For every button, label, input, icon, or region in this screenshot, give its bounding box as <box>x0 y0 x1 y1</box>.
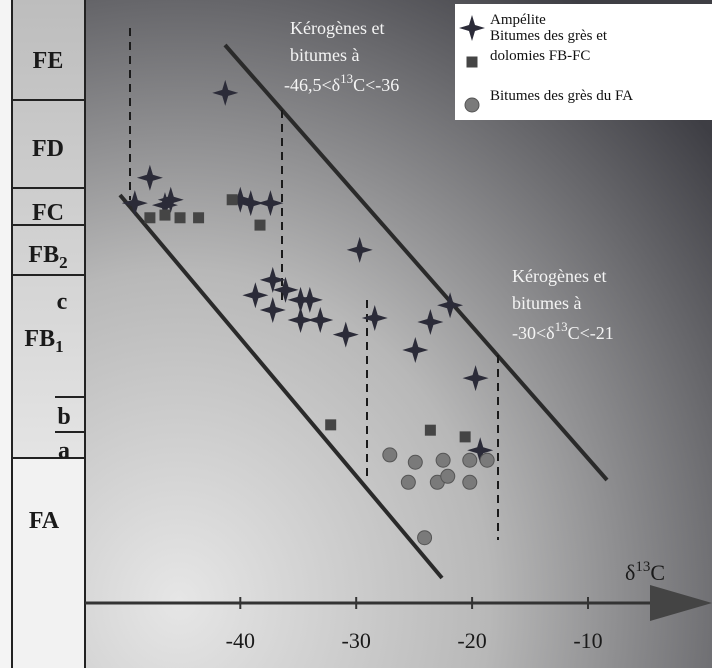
point <box>227 186 254 213</box>
column-background <box>12 458 85 668</box>
column-label: b <box>57 404 70 430</box>
column-label: FE <box>33 48 64 74</box>
point <box>254 219 266 231</box>
point <box>226 194 238 206</box>
annotation-text: C<-21 <box>568 323 614 343</box>
annotation: -46,5<δ13C<-36 <box>284 71 399 95</box>
point <box>257 190 284 217</box>
column-label-text: FD <box>32 136 64 162</box>
point <box>382 447 398 463</box>
point <box>174 212 186 224</box>
annotation: bitumes à <box>512 293 582 313</box>
point <box>467 437 494 464</box>
annotation: Kérogènes et <box>512 266 606 286</box>
point <box>159 209 171 221</box>
point <box>361 304 388 331</box>
band-lines <box>118 43 609 580</box>
point <box>325 419 337 431</box>
point <box>212 79 239 106</box>
column-label-text: FB <box>24 326 55 352</box>
dashed-limits <box>129 28 499 540</box>
column-label-text: FA <box>29 508 60 534</box>
annotation: -30<δ13C<-21 <box>512 319 614 343</box>
legend-marker <box>466 56 478 68</box>
legend-marker <box>464 97 480 113</box>
point <box>242 282 269 309</box>
legend-box <box>455 4 712 120</box>
column-label-text: b <box>57 404 70 430</box>
column-label-sub: 2 <box>59 253 68 272</box>
point <box>237 190 264 217</box>
point <box>272 276 299 303</box>
point <box>346 236 373 263</box>
annotation-text: -46,5<δ <box>284 75 340 95</box>
legend-label: Ampélite <box>490 12 546 28</box>
point <box>307 306 334 333</box>
column-label-text: a <box>58 438 70 464</box>
point <box>417 308 444 335</box>
point <box>151 192 178 219</box>
x-tick-label: -10 <box>573 628 602 653</box>
marks <box>121 15 495 546</box>
column-label: FA <box>29 508 60 534</box>
column-label: FB1 <box>24 326 63 356</box>
annotation: Kérogènes et <box>290 18 384 38</box>
legend-label: Bitumes des grès du FA <box>490 88 633 104</box>
point <box>193 212 205 224</box>
point <box>479 452 495 468</box>
column-label-text: c <box>57 289 68 315</box>
point <box>437 292 464 319</box>
point <box>144 212 156 224</box>
annotation-sup: 13 <box>340 71 353 86</box>
legend-label-line: dolomies FB-FC <box>490 48 590 64</box>
column-label: FD <box>32 136 64 162</box>
x-tick-label: -20 <box>457 628 486 653</box>
x-tick-label: -40 <box>226 628 255 653</box>
annotation-text: -30<δ <box>512 323 555 343</box>
x-axis-label: δ13C <box>625 559 665 585</box>
point <box>435 452 451 468</box>
legend-marker <box>459 15 485 41</box>
point <box>259 296 286 323</box>
column-label-sub: 1 <box>55 337 64 356</box>
point <box>121 190 148 217</box>
point <box>332 321 359 348</box>
legend-label: Bitumes des grès et dolomies FB-FC <box>490 28 608 64</box>
column-label-text: FC <box>32 200 64 226</box>
annotation-text: C<-36 <box>353 75 399 95</box>
point <box>417 530 433 546</box>
column-label: FB2 <box>28 242 67 272</box>
point <box>157 186 184 213</box>
point <box>296 286 323 313</box>
point <box>462 452 478 468</box>
point <box>402 337 429 364</box>
point <box>400 474 416 490</box>
column-label-text: FB <box>28 242 59 268</box>
x-axis <box>85 585 712 621</box>
legend-label-line: Bitumes des grès et <box>490 28 608 44</box>
column-label: a <box>58 438 70 464</box>
column-background <box>12 0 85 458</box>
column-label: c <box>57 289 68 315</box>
x-tick-label: -30 <box>342 628 371 653</box>
column-strip <box>0 0 12 668</box>
point <box>407 454 423 470</box>
point <box>259 266 286 293</box>
annotation: bitumes à <box>290 45 360 65</box>
point <box>287 306 314 333</box>
point <box>462 474 478 490</box>
annotation-sup: 13 <box>555 319 568 334</box>
column-label-text: FE <box>33 48 64 74</box>
point <box>459 431 471 443</box>
point <box>462 365 489 392</box>
point <box>136 164 163 191</box>
column-label: FC <box>32 200 64 226</box>
point <box>424 424 436 436</box>
point <box>440 468 456 484</box>
